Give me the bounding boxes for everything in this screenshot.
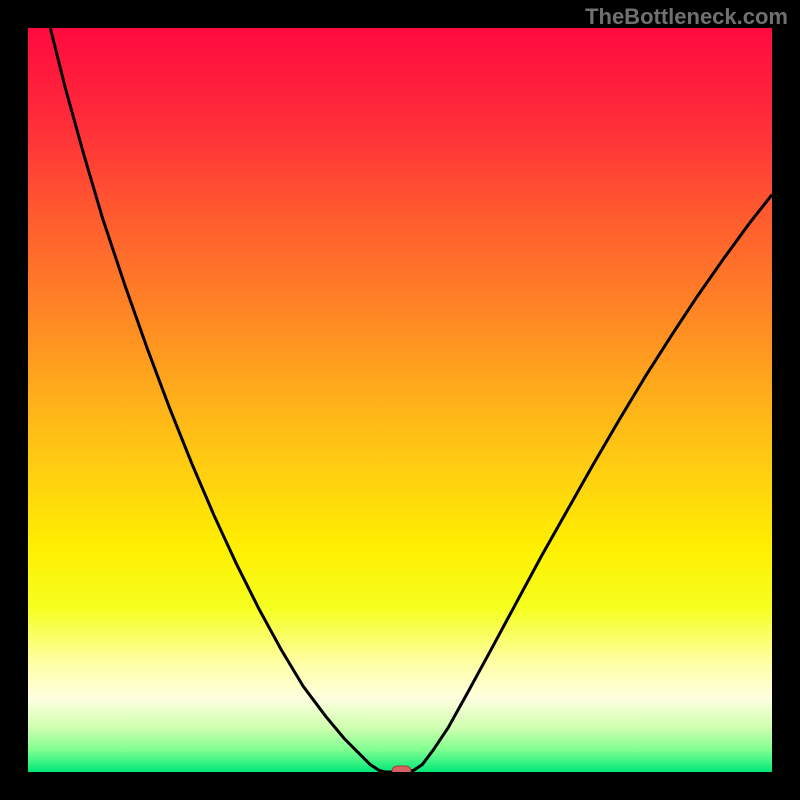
chart-area: [28, 28, 772, 772]
chart-svg: [28, 28, 772, 772]
watermark-text: TheBottleneck.com: [585, 4, 788, 30]
gradient-background: [28, 28, 772, 772]
optimal-marker: [392, 766, 411, 772]
